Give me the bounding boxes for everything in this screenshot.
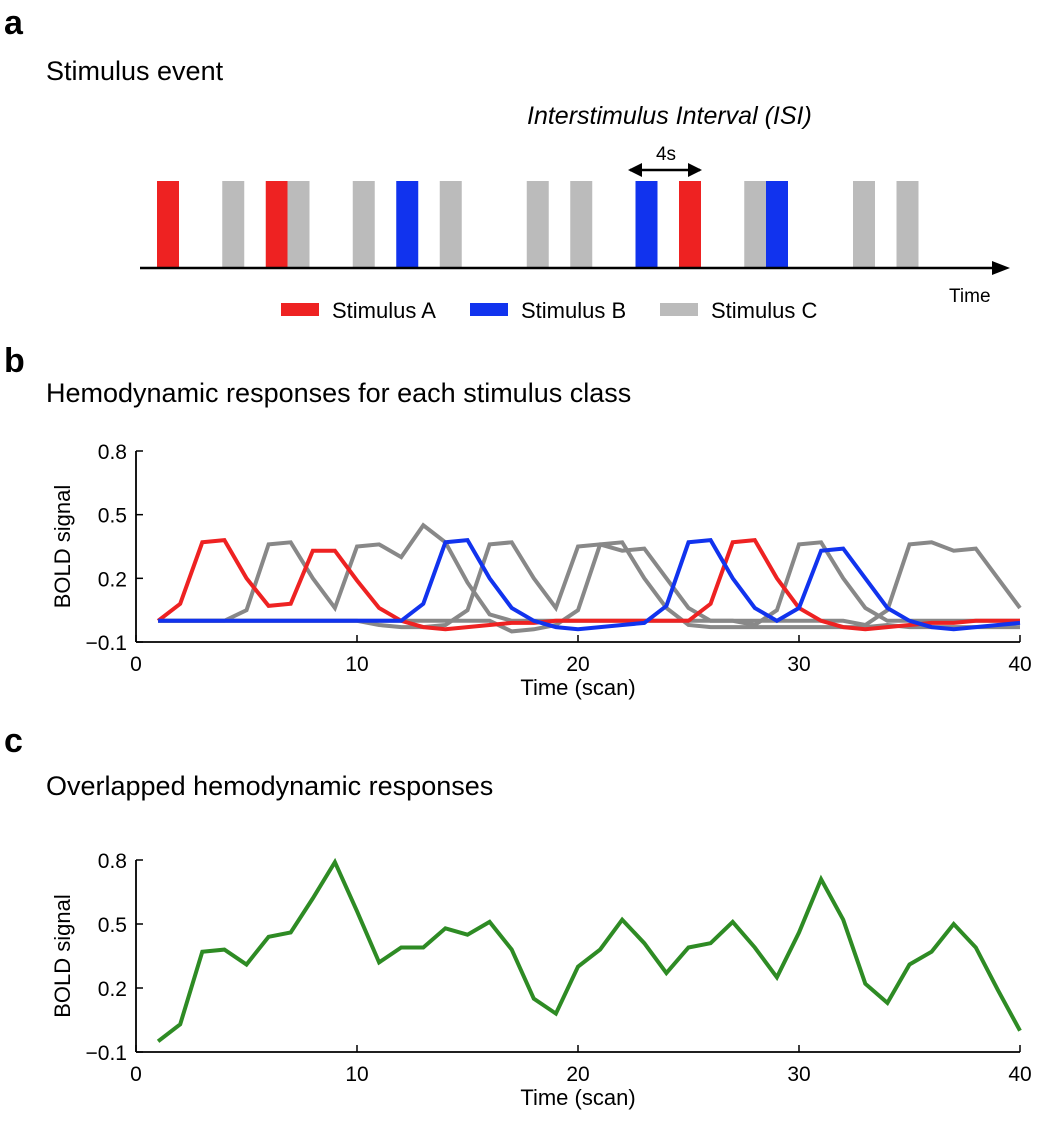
stimulus-event-b <box>635 181 658 268</box>
panel-label-c: c <box>4 722 23 760</box>
stimulus-event-c <box>352 181 375 268</box>
x-axis-label: Time (scan) <box>520 675 635 700</box>
x-tick-label: 30 <box>787 1063 810 1086</box>
legend-swatch-c <box>660 303 698 316</box>
stimulus-legend: Stimulus A Stimulus B Stimulus C <box>281 298 817 323</box>
series-line-5 <box>158 537 1021 632</box>
y-axis-label: BOLD signal <box>50 485 75 609</box>
stimulus-event-c <box>222 181 245 268</box>
stimulus-events <box>157 181 919 268</box>
stimulus-event-c <box>896 181 919 268</box>
y-tick-label: 0.5 <box>98 914 127 937</box>
x-tick-label: 0 <box>130 653 142 676</box>
x-axis-label: Time (scan) <box>520 1085 635 1110</box>
isi-value: 4s <box>656 144 676 165</box>
x-tick-label: 20 <box>566 653 589 676</box>
x-tick-label: 10 <box>345 653 368 676</box>
panel-title-a: Stimulus event <box>46 56 224 86</box>
stimulus-event-c <box>439 181 462 268</box>
legend-label-b: Stimulus B <box>521 298 626 323</box>
stimulus-event-c <box>526 181 549 268</box>
x-tick-label: 10 <box>345 1063 368 1086</box>
overlapped-responses-chart: −0.1 0.2 0.5 0.8 0 10 20 30 40 Time (scan) BOLD si… <box>50 850 1032 1110</box>
x-tick-label: 30 <box>787 653 810 676</box>
stimulus-event-c <box>287 181 310 268</box>
isi-arrow-right-head <box>688 163 702 177</box>
series-line-2 <box>158 540 1022 630</box>
stimulus-event-b <box>766 181 788 268</box>
stimulus-event-c <box>853 181 875 268</box>
x-tick-label: 20 <box>566 1063 589 1086</box>
series-line-4 <box>156 537 1020 632</box>
hemodynamic-responses-chart: −0.1 0.2 0.5 0.8 0 10 20 30 40 Time (scan) BOLD si… <box>50 441 1032 700</box>
y-tick-label: 0.8 <box>98 850 127 873</box>
x-tick-label: 40 <box>1008 653 1031 676</box>
isi-arrow-left-head <box>628 163 642 177</box>
stimulus-event-c <box>570 181 593 268</box>
stimulus-event-a <box>679 181 701 268</box>
stimulus-event-a <box>265 181 288 268</box>
y-axis-label: BOLD signal <box>50 894 75 1018</box>
stimulus-event-a <box>157 181 179 268</box>
x-tick-label: 0 <box>130 1063 142 1086</box>
stimulus-event-b <box>396 181 419 268</box>
y-tick-label: 0.8 <box>98 441 127 464</box>
y-tick-label: 0.2 <box>98 978 127 1001</box>
legend-label-a: Stimulus A <box>332 298 436 323</box>
legend-swatch-a <box>281 303 319 316</box>
series-line-3 <box>158 540 1020 634</box>
stimulus-event-c <box>744 181 767 268</box>
panel-title-c: Overlapped hemodynamic responses <box>46 771 493 801</box>
series-line-1 <box>156 857 1022 1043</box>
y-tick-label: 0.5 <box>98 505 127 528</box>
y-tick-label: 0.2 <box>98 568 127 591</box>
legend-label-c: Stimulus C <box>711 298 817 323</box>
panel-label-a: a <box>4 4 24 42</box>
y-tick-label: −0.1 <box>86 1042 127 1065</box>
panel-label-b: b <box>4 342 25 380</box>
time-axis-label: Time <box>949 286 991 307</box>
x-tick-label: 40 <box>1008 1063 1031 1086</box>
y-tick-label: −0.1 <box>86 632 127 655</box>
legend-swatch-b <box>470 303 508 316</box>
isi-label: Interstimulus Interval (ISI) <box>527 102 812 130</box>
panel-title-b: Hemodynamic responses for each stimulus … <box>46 378 631 408</box>
time-axis-arrow-head <box>992 261 1010 275</box>
